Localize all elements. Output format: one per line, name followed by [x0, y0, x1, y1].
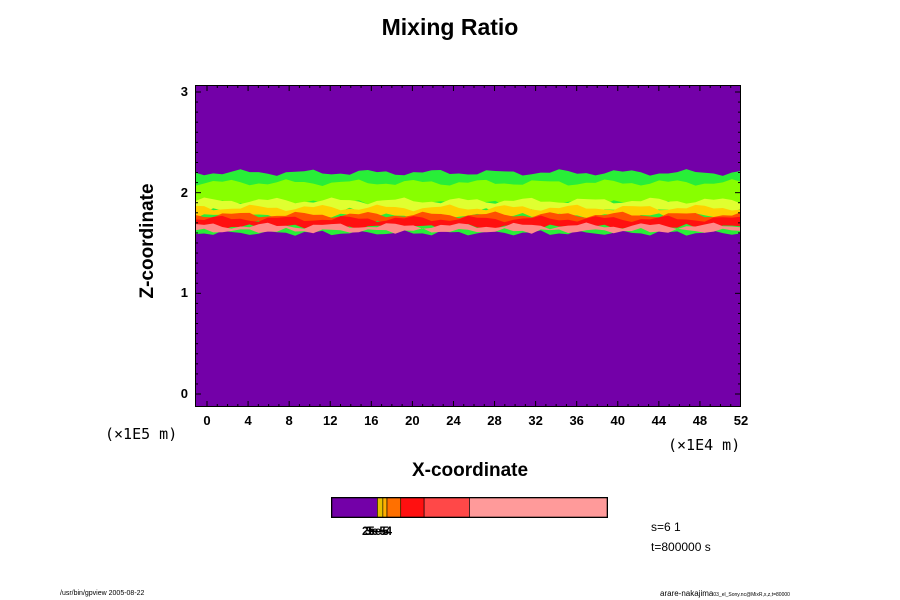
footer-right-main: arare-nakajima	[660, 589, 714, 598]
x-tick-label: 4	[244, 413, 252, 428]
x-axis-unit: (×1E4 m)	[668, 436, 741, 454]
y-axis-unit: (×1E5 m)	[105, 425, 178, 443]
colorbar-segment-2	[382, 497, 388, 518]
plot-background	[195, 85, 741, 407]
colorbar-segment-3	[386, 497, 402, 518]
plot-area	[195, 85, 741, 407]
footer-left: /usr/bin/gpview 2005-08-22	[60, 590, 145, 597]
x-tick-label: 8	[285, 413, 293, 428]
info-line-1: s=6 1	[651, 520, 681, 534]
colorbar-segment-6	[469, 497, 608, 518]
x-tick-label: 0	[203, 413, 211, 428]
colorbar	[331, 497, 608, 518]
x-tick-label: 48	[692, 413, 708, 428]
x-tick-label: 16	[364, 413, 379, 428]
x-tick-label: 24	[446, 413, 461, 428]
minor-ticks	[195, 85, 741, 407]
x-tick-label: 32	[528, 413, 543, 428]
colorbar-label: 2e-5	[362, 524, 387, 538]
colorbar-segment-1	[377, 497, 384, 518]
colorbar-frame	[331, 497, 608, 518]
y-tick-label: 1	[180, 285, 188, 301]
x-tick-label: 36	[569, 413, 584, 428]
x-axis-label: X-coordinate	[411, 460, 529, 481]
colorbar-segment-0	[331, 497, 378, 518]
x-tick-label: 12	[322, 413, 338, 428]
colorbar-label: 3e-5	[365, 524, 390, 538]
footer-right-small: 03_el_Sony.nc@MixR,x,z,t=80000	[713, 592, 790, 598]
x-tick-label: 40	[610, 413, 625, 428]
colorbar-segment-5	[423, 497, 470, 518]
info-line-2: t=800000 s	[651, 540, 711, 554]
y-tick-label: 2	[180, 184, 188, 200]
plot-frame	[195, 85, 741, 407]
x-tick-label: 52	[733, 413, 749, 428]
y-tick-label: 3	[180, 84, 188, 99]
mixing-layer-3	[195, 204, 741, 219]
y-tick-label: 0	[180, 386, 188, 401]
mixing-layer-5	[195, 215, 741, 230]
footer-right: arare-nakajima03_el_Sony.nc@MixR,x,z,t=8…	[660, 589, 790, 598]
x-tick-label: 44	[651, 413, 667, 428]
chart-title: Mixing Ratio	[381, 14, 519, 40]
y-axis-label: Z-coordinate	[137, 183, 158, 299]
x-tick-label: 28	[487, 413, 502, 428]
colorbar-segment-4	[400, 497, 425, 518]
x-tick-label: 20	[405, 413, 420, 428]
mixing-layer-6	[195, 222, 741, 234]
colorbar-label: 5e-4	[368, 524, 393, 538]
